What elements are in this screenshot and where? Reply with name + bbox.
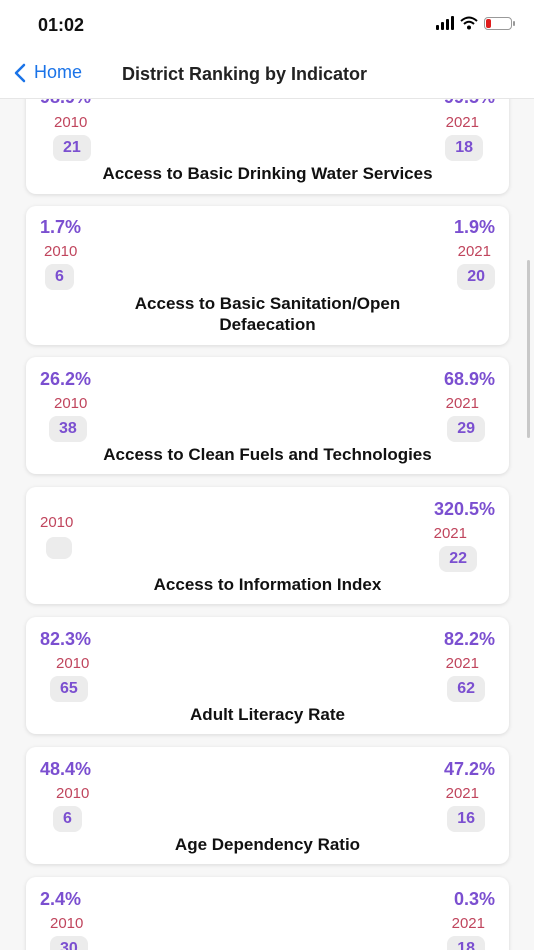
wifi-icon: [460, 16, 478, 30]
year-2010-label: 2010: [54, 395, 88, 412]
rank-2010-badge: 6: [45, 264, 74, 290]
indicator-name: Access to Basic Sanitation/Open Defaecat…: [134, 294, 401, 334]
back-label: Home: [34, 62, 83, 82]
page-title: District Ranking by Indicator: [122, 64, 368, 84]
indicator-name: Age Dependency Ratio: [174, 835, 361, 854]
indicator-card[interactable]: 48.4% 2010 6 47.2% 2021 16 Age Dependenc…: [26, 747, 509, 864]
status-icons: [436, 16, 515, 30]
year-2021-label: 2021: [445, 395, 479, 412]
indicator-card[interactable]: 26.2% 2010 38 68.9% 2021 29 Access to Cl…: [26, 357, 509, 474]
scrollbar[interactable]: [527, 260, 530, 438]
value-2021: 320.5%: [433, 499, 495, 519]
rank-2010-badge: 21: [53, 135, 91, 161]
indicator-card[interactable]: 2010 320.5% 2021 22 Access to Informatio…: [26, 487, 509, 604]
rank-2010-badge: 30: [50, 936, 88, 950]
year-2021-label: 2021: [457, 243, 491, 260]
year-2021-label: 2021: [445, 114, 479, 131]
year-2010-label: 2010: [56, 785, 90, 802]
indicator-name: Access to Information Index: [153, 575, 382, 594]
signal-icon: [436, 16, 454, 30]
rank-2021-badge: 29: [447, 416, 485, 442]
rank-2021-badge: 20: [457, 264, 495, 290]
value-2010: 1.7%: [40, 217, 82, 237]
year-2010-label: 2010: [54, 114, 88, 131]
year-2010-label: 2010: [56, 655, 90, 672]
indicator-name: Access to Basic Drinking Water Services: [102, 164, 433, 183]
rank-2010-badge: 38: [49, 416, 87, 442]
battery-icon: [484, 16, 515, 30]
rank-2021-badge: 18: [447, 936, 485, 950]
year-2010-label: 2010: [40, 514, 74, 531]
indicator-card[interactable]: 2.4% 2010 30 0.3% 2021 18: [26, 877, 509, 950]
value-2010: 82.3%: [40, 629, 92, 649]
value-2010: 26.2%: [40, 369, 92, 389]
year-2021-label: 2021: [433, 525, 467, 542]
indicator-name: Adult Literacy Rate: [190, 705, 345, 724]
rank-2021-badge: 22: [439, 546, 477, 572]
indicator-card[interactable]: 98.9% 2010 21 99.5% 2021 18 Access to Ba…: [26, 99, 509, 194]
indicator-card[interactable]: 82.3% 2010 65 82.2% 2021 62 Adult Litera…: [26, 617, 509, 734]
value-2021: 1.9%: [453, 217, 495, 237]
value-2021: 47.2%: [443, 759, 495, 779]
value-2021: 82.2%: [443, 629, 495, 649]
year-2010-label: 2010: [44, 243, 78, 260]
year-2021-label: 2021: [445, 655, 479, 672]
chevron-left-icon: [14, 63, 26, 82]
rank-2010-badge: 6: [53, 806, 82, 832]
value-2021: 0.3%: [453, 889, 495, 909]
rank-2021-badge: 62: [447, 676, 485, 702]
rank-2021-badge: 16: [447, 806, 485, 832]
ranking-list[interactable]: 98.9% 2010 21 99.5% 2021 18 Access to Ba…: [0, 99, 534, 950]
year-2021-label: 2021: [445, 785, 479, 802]
back-button[interactable]: Home: [14, 62, 82, 83]
rank-2010-badge: 65: [50, 676, 88, 702]
indicator-name: Access to Clean Fuels and Technologies: [103, 445, 432, 464]
status-bar: 01:02: [0, 0, 534, 52]
value-2021: 99.5%: [444, 99, 495, 108]
value-2021: 68.9%: [443, 369, 495, 389]
rank-2010-badge: [46, 537, 72, 559]
value-2010: 48.4%: [40, 759, 92, 779]
nav-bar: Home District Ranking by Indicator: [0, 52, 534, 99]
year-2010-label: 2010: [50, 915, 84, 932]
value-2010: 98.9%: [40, 99, 91, 108]
indicator-card[interactable]: 1.7% 2010 6 1.9% 2021 20 Access to Basic…: [26, 206, 509, 345]
status-time: 01:02: [38, 15, 85, 35]
value-2010: 2.4%: [40, 889, 82, 909]
year-2021-label: 2021: [451, 915, 485, 932]
rank-2021-badge: 18: [445, 135, 483, 161]
